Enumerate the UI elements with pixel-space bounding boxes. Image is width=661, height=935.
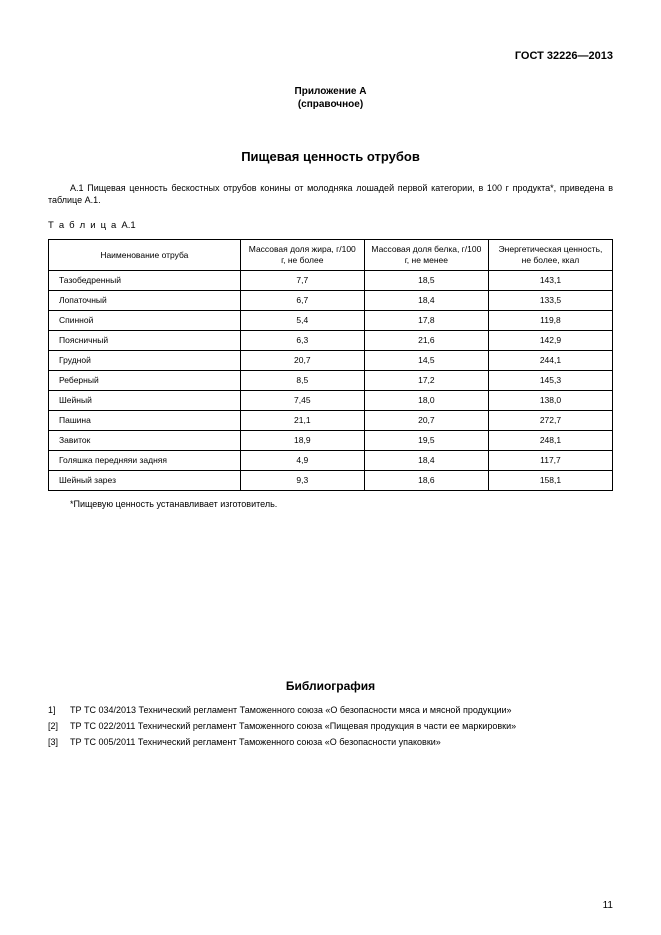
- bibliography-entry: [2]ТР ТС 022/2011 Технический регламент …: [48, 721, 613, 731]
- bibliography-list: 1]ТР ТС 034/2013 Технический регламент Т…: [48, 705, 613, 747]
- cell-energy: 143,1: [488, 270, 612, 290]
- biblio-text: ТР ТС 022/2011 Технический регламент Там…: [70, 721, 613, 731]
- cell-protein: 17,2: [364, 370, 488, 390]
- cell-fat: 9,3: [240, 470, 364, 490]
- table-row: Голяшка передняяи задняя4,918,4117,7: [49, 450, 613, 470]
- cell-name: Лопаточный: [49, 290, 241, 310]
- cell-fat: 8,5: [240, 370, 364, 390]
- table-row: Лопаточный6,718,4133,5: [49, 290, 613, 310]
- cell-name: Пашина: [49, 410, 241, 430]
- cell-protein: 21,6: [364, 330, 488, 350]
- table-caption: Т а б л и ц а А.1: [48, 220, 613, 231]
- table-body: Тазобедренный7,718,5143,1Лопаточный6,718…: [49, 270, 613, 490]
- table-row: Завиток18,919,5248,1: [49, 430, 613, 450]
- cell-energy: 119,8: [488, 310, 612, 330]
- col-energy: Энергетическая ценность, не более, ккал: [488, 240, 612, 270]
- cell-fat: 21,1: [240, 410, 364, 430]
- col-protein: Массовая доля белка, г/100 г, не менее: [364, 240, 488, 270]
- nutrition-table: Наименование отруба Массовая доля жира, …: [48, 239, 613, 490]
- table-head: Наименование отруба Массовая доля жира, …: [49, 240, 613, 270]
- cell-name: Шейный зарез: [49, 470, 241, 490]
- cell-name: Голяшка передняяи задняя: [49, 450, 241, 470]
- cell-name: Завиток: [49, 430, 241, 450]
- table-footnote: *Пищевую ценность устанавливает изготови…: [48, 499, 613, 509]
- intro-paragraph: А.1 Пищевая ценность бескостных отрубов …: [48, 182, 613, 206]
- biblio-index: [2]: [48, 721, 70, 731]
- table-row: Шейный7,4518,0138,0: [49, 390, 613, 410]
- cell-protein: 17,8: [364, 310, 488, 330]
- biblio-text: ТР ТС 034/2013 Технический регламент Там…: [70, 705, 613, 715]
- table-caption-word: Т а б л и ц а: [48, 220, 118, 231]
- cell-energy: 244,1: [488, 350, 612, 370]
- table-row: Пашина21,120,7272,7: [49, 410, 613, 430]
- appendix-type: (справочное): [48, 99, 613, 112]
- section-title: Пищевая ценность отрубов: [48, 149, 613, 164]
- table-header-row: Наименование отруба Массовая доля жира, …: [49, 240, 613, 270]
- cell-protein: 18,4: [364, 290, 488, 310]
- cell-name: Реберный: [49, 370, 241, 390]
- cell-protein: 18,4: [364, 450, 488, 470]
- col-name: Наименование отруба: [49, 240, 241, 270]
- appendix-label: Приложение А: [48, 86, 613, 99]
- cell-fat: 5,4: [240, 310, 364, 330]
- biblio-text: ТР ТС 005/2011 Технический регламент Там…: [70, 737, 613, 747]
- cell-protein: 19,5: [364, 430, 488, 450]
- biblio-index: 1]: [48, 705, 70, 715]
- bibliography-entry: [3]ТР ТС 005/2011 Технический регламент …: [48, 737, 613, 747]
- cell-protein: 18,0: [364, 390, 488, 410]
- cell-energy: 138,0: [488, 390, 612, 410]
- col-fat: Массовая доля жира, г/100 г, не более: [240, 240, 364, 270]
- bibliography-entry: 1]ТР ТС 034/2013 Технический регламент Т…: [48, 705, 613, 715]
- table-row: Шейный зарез9,318,6158,1: [49, 470, 613, 490]
- table-row: Спинной5,417,8119,8: [49, 310, 613, 330]
- cell-protein: 18,5: [364, 270, 488, 290]
- cell-name: Грудной: [49, 350, 241, 370]
- cell-protein: 18,6: [364, 470, 488, 490]
- table-row: Тазобедренный7,718,5143,1: [49, 270, 613, 290]
- cell-fat: 7,45: [240, 390, 364, 410]
- cell-fat: 7,7: [240, 270, 364, 290]
- cell-fat: 4,9: [240, 450, 364, 470]
- cell-energy: 272,7: [488, 410, 612, 430]
- cell-energy: 145,3: [488, 370, 612, 390]
- table-row: Грудной20,714,5244,1: [49, 350, 613, 370]
- cell-name: Поясничный: [49, 330, 241, 350]
- cell-energy: 133,5: [488, 290, 612, 310]
- table-row: Реберный8,517,2145,3: [49, 370, 613, 390]
- page-number: 11: [603, 900, 613, 911]
- cell-name: Спинной: [49, 310, 241, 330]
- table-row: Поясничный6,321,6142,9: [49, 330, 613, 350]
- table-caption-number: А.1: [121, 220, 135, 231]
- cell-fat: 20,7: [240, 350, 364, 370]
- appendix-header: Приложение А (справочное): [48, 86, 613, 111]
- cell-fat: 6,3: [240, 330, 364, 350]
- cell-energy: 117,7: [488, 450, 612, 470]
- biblio-index: [3]: [48, 737, 70, 747]
- cell-protein: 20,7: [364, 410, 488, 430]
- cell-name: Тазобедренный: [49, 270, 241, 290]
- cell-energy: 158,1: [488, 470, 612, 490]
- document-code: ГОСТ 32226—2013: [48, 50, 613, 62]
- cell-energy: 142,9: [488, 330, 612, 350]
- cell-energy: 248,1: [488, 430, 612, 450]
- cell-protein: 14,5: [364, 350, 488, 370]
- cell-name: Шейный: [49, 390, 241, 410]
- cell-fat: 18,9: [240, 430, 364, 450]
- cell-fat: 6,7: [240, 290, 364, 310]
- bibliography-title: Библиография: [48, 679, 613, 693]
- standard-page: ГОСТ 32226—2013 Приложение А (справочное…: [0, 0, 661, 935]
